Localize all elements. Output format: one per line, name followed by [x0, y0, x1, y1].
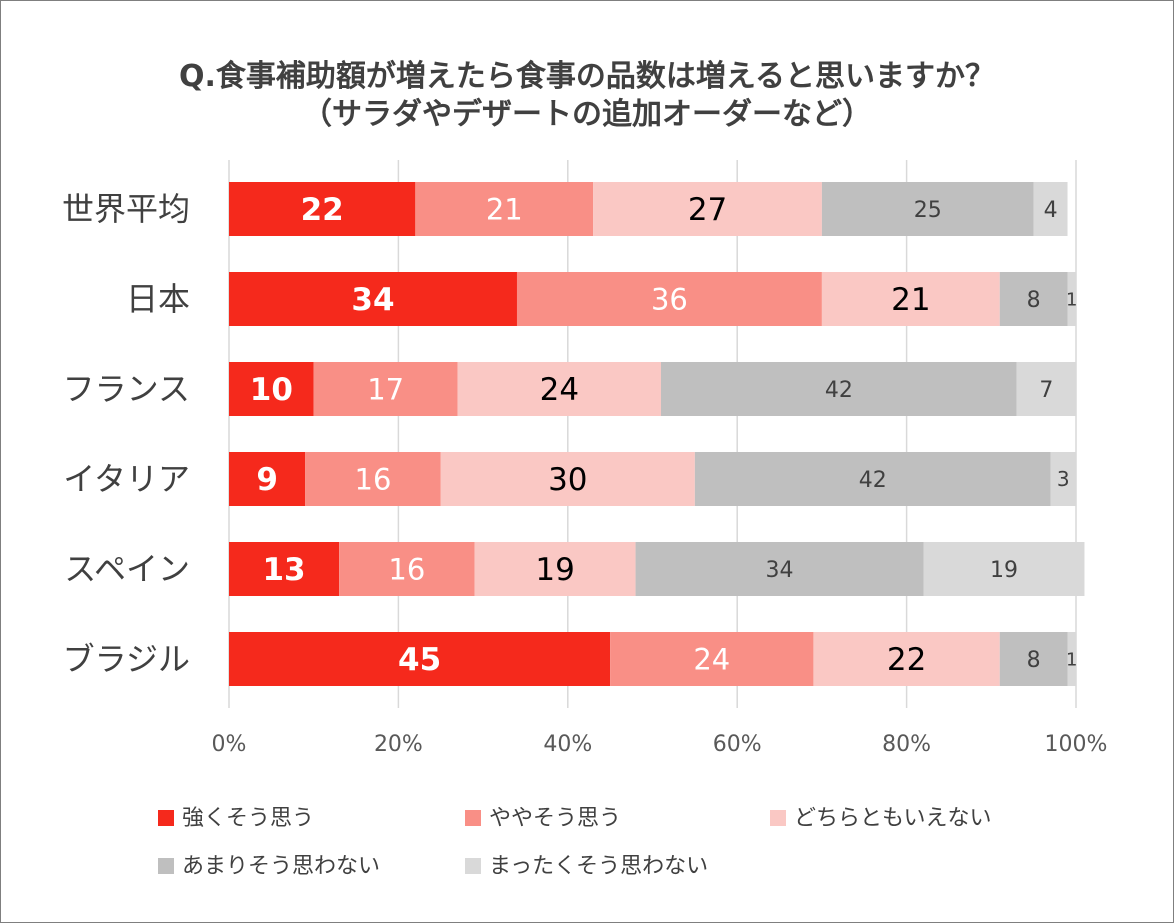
category-label: 世界平均: [62, 190, 190, 228]
x-tick-label: 80%: [882, 732, 931, 757]
legend-label: 強くそう思う: [182, 806, 314, 831]
bar-segment: [229, 272, 517, 326]
bar-data-label: 34: [351, 282, 394, 318]
legend-label: まったくそう思わない: [489, 854, 708, 879]
category-label: フランス: [63, 370, 190, 408]
bar-data-label: 25: [914, 198, 942, 223]
bar-data-label: 8: [1027, 648, 1041, 673]
x-tick-label: 20%: [374, 732, 423, 757]
bar-segment: [457, 362, 661, 416]
bar-data-label: 22: [887, 642, 926, 678]
bar-data-label: 13: [262, 552, 305, 588]
bar-data-label: 10: [250, 372, 293, 408]
bar-data-label: 22: [301, 192, 344, 228]
bar-data-label: 9: [256, 462, 278, 498]
bar-data-label: 1: [1066, 289, 1077, 310]
bar-data-label: 45: [398, 642, 441, 678]
bar-segment: [229, 632, 611, 686]
bar-data-label: 19: [990, 558, 1018, 583]
bar-data-label: 17: [367, 372, 404, 406]
chart-title: Q.食事補助額が増えたら食事の品数は増えると思いますか？: [179, 59, 995, 94]
bar-segment: [313, 362, 458, 416]
bar-segment: [415, 182, 594, 236]
bar-data-label: 7: [1039, 378, 1053, 403]
category-label: ブラジル: [63, 640, 190, 678]
legend-swatch: [158, 858, 174, 874]
bar-data-label: 34: [766, 558, 794, 583]
category-label: イタリア: [63, 460, 190, 498]
bar-segment: [999, 632, 1068, 686]
chart-subtitle: （サラダやデザートの追加オーダーなど）: [302, 97, 872, 132]
bar-data-label: 27: [688, 192, 727, 228]
bar-segment: [821, 182, 1034, 236]
category-label: 日本: [126, 280, 190, 318]
bar-data-label: 24: [540, 372, 579, 408]
bar-data-label: 21: [891, 282, 930, 318]
bar-segment: [229, 542, 340, 596]
bar-segment: [1050, 452, 1076, 506]
legend-label: ややそう思う: [489, 806, 621, 831]
bar-segment: [1033, 182, 1068, 236]
bar-data-label: 8: [1027, 288, 1041, 313]
bar-segment: [474, 542, 636, 596]
bar-segment: [1016, 362, 1076, 416]
category-label: スペイン: [64, 550, 190, 588]
x-tick-label: 40%: [543, 732, 592, 757]
x-tick-label: 60%: [713, 732, 762, 757]
bar-data-label: 16: [355, 462, 392, 496]
legend-label: どちらともいえない: [794, 806, 992, 831]
bar-segment: [660, 362, 1017, 416]
gridlines: [228, 160, 1077, 708]
bar-segment: [1067, 272, 1076, 326]
bar-segment: [999, 272, 1068, 326]
bar-segment: [813, 632, 1000, 686]
bar-segment: [440, 452, 695, 506]
bar-segment: [229, 452, 306, 506]
bar-segment: [229, 362, 314, 416]
bar-data-label: 19: [535, 552, 574, 588]
legend-swatch: [465, 858, 481, 874]
legend-swatch: [465, 810, 481, 826]
bar-segment: [635, 542, 924, 596]
bar-segment: [229, 182, 416, 236]
x-tick-labels: 0% 20% 40% 60% 80% 100%: [212, 732, 1108, 757]
bar-segment: [821, 272, 1000, 326]
bar-data-label: 3: [1057, 467, 1070, 491]
legend-label: あまりそう思わない: [182, 854, 380, 879]
bar-data-label: 42: [859, 468, 887, 493]
bar-data-label: 1: [1066, 649, 1077, 670]
bar-segment: [610, 632, 814, 686]
bar-data-label: 4: [1044, 198, 1058, 223]
bar-data-label: 21: [486, 192, 523, 226]
legend-swatch: [770, 810, 786, 826]
bar-data-label: 42: [825, 378, 853, 403]
bar-segment: [1067, 632, 1076, 686]
bar-segment: [593, 182, 822, 236]
bar-segment: [516, 272, 822, 326]
bar-data-label: 36: [651, 282, 688, 316]
bar-data-label: 30: [548, 462, 587, 498]
x-tick-label: 0%: [212, 732, 247, 757]
bar-segment: [305, 452, 441, 506]
legend-swatch: [158, 810, 174, 826]
bar-data-label: 24: [693, 642, 730, 676]
bar-segment: [339, 542, 475, 596]
bar-segment: [694, 452, 1051, 506]
bars: 22 21 27 25 4 34 36 21 8 1 10 17 24 42 7 9 16 30 42 3 13 16 19…: [229, 182, 1085, 686]
bar-segment: [923, 542, 1085, 596]
bar-data-label: 16: [388, 552, 425, 586]
x-tick-label: 100%: [1045, 732, 1108, 757]
